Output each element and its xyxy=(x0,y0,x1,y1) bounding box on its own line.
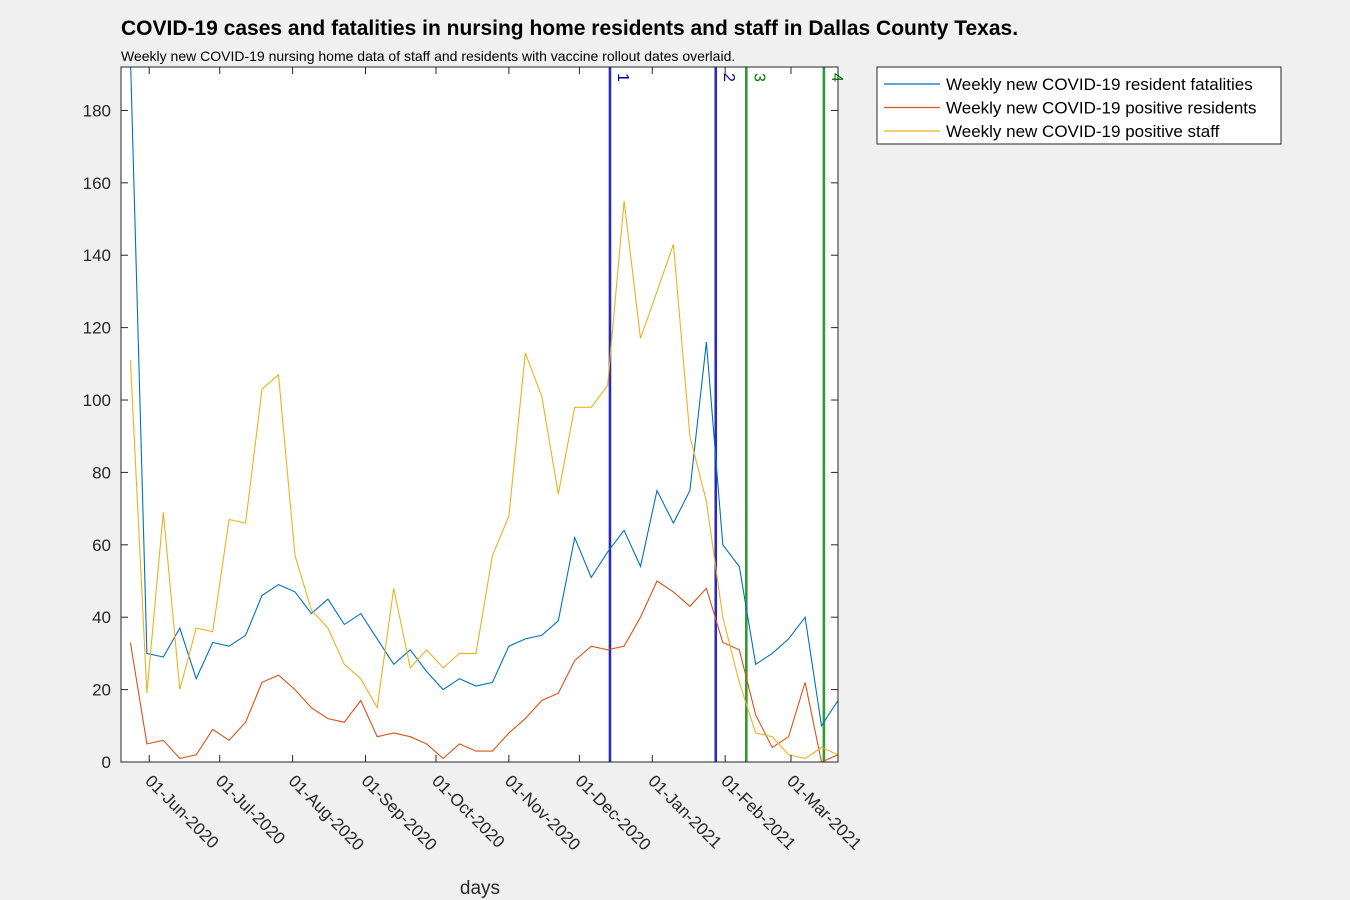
legend-label-3: Weekly new COVID-19 positive staff xyxy=(946,122,1220,141)
series-line-2 xyxy=(129,580,838,762)
vaccine-line-label-2: 2 xyxy=(720,73,737,82)
vaccine-line-label-4: 4 xyxy=(828,73,845,82)
y-tick-label: 160 xyxy=(83,174,111,193)
x-tick-label: 01-Aug-2020 xyxy=(285,771,368,854)
vaccine-rollout-lines: 1 2 3 4 xyxy=(608,67,845,762)
plot-frame xyxy=(120,66,839,763)
series-lines xyxy=(129,67,838,762)
y-tick-label: 0 xyxy=(102,753,111,772)
x-tick-label: 01-Jan-2021 xyxy=(644,771,725,852)
y-tick-label: 20 xyxy=(92,681,111,700)
plot-area xyxy=(121,67,838,762)
legend-box xyxy=(876,66,1282,145)
y-tick-label: 80 xyxy=(92,463,111,482)
legend-entries: Weekly new COVID-19 resident fatalities W… xyxy=(884,75,1257,141)
series-line-3 xyxy=(129,200,838,759)
y-axis: 0 20 40 60 80 100 120 140 160 180 xyxy=(83,101,838,772)
x-tick-label: 01-Jun-2020 xyxy=(141,771,222,852)
chart-subtitle: Weekly new COVID-19 nursing home data of… xyxy=(121,48,735,64)
y-tick-label: 40 xyxy=(92,608,111,627)
chart-title: COVID-19 cases and fatalities in nursing… xyxy=(121,17,1018,40)
y-tick-label: 100 xyxy=(83,391,111,410)
legend-label-2: Weekly new COVID-19 positive residents xyxy=(946,99,1257,118)
y-tick-label: 120 xyxy=(83,319,111,338)
x-tick-label: 01-Jul-2020 xyxy=(212,771,289,848)
y-tick-label: 180 xyxy=(83,101,111,120)
series-line-1 xyxy=(130,67,838,728)
vaccine-line-label-3: 3 xyxy=(750,73,767,82)
legend: Weekly new COVID-19 resident fatalities W… xyxy=(876,66,1282,145)
x-axis-label: days xyxy=(460,878,500,899)
x-tick-label: 01-Dec-2020 xyxy=(572,771,655,854)
y-tick-label: 60 xyxy=(92,536,111,555)
legend-label-1: Weekly new COVID-19 resident fatalities xyxy=(946,75,1253,94)
y-tick-label: 140 xyxy=(83,246,111,265)
vaccine-line-label-1: 1 xyxy=(614,73,631,82)
